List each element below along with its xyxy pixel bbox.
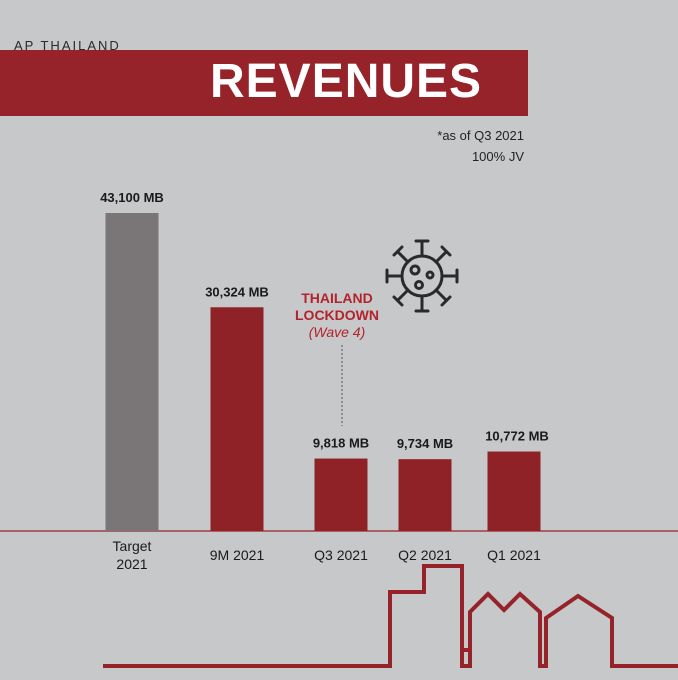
value-label-2: 9,818 MB	[313, 436, 369, 451]
lockdown-line-2: LOCKDOWN	[295, 307, 379, 323]
category-label-3-0: Q2 2021	[398, 547, 452, 563]
category-label-4-0: Q1 2021	[487, 547, 541, 563]
value-label-4: 10,772 MB	[485, 429, 549, 444]
page-title: REVENUES	[210, 55, 483, 108]
bar-4	[487, 451, 541, 531]
bar-2	[314, 458, 368, 531]
note-jv: 100% JV	[471, 149, 524, 164]
bar-3	[398, 459, 452, 531]
value-label-1: 30,324 MB	[205, 284, 269, 299]
lockdown-line-3: (Wave 4)	[308, 324, 366, 340]
bar-1	[210, 307, 264, 531]
category-label-0-0: Target	[113, 538, 152, 554]
lockdown-annotation: THAILAND LOCKDOWN (Wave 4)	[272, 290, 402, 341]
value-label-3: 9,734 MB	[397, 436, 453, 451]
virus-icon	[385, 239, 459, 313]
note-as-of: *as of Q3 2021	[437, 128, 524, 143]
bar-0	[105, 213, 159, 531]
category-label-2-0: Q3 2021	[314, 547, 368, 563]
value-label-0: 43,100 MB	[100, 190, 164, 205]
lockdown-line-1: THAILAND	[301, 290, 373, 306]
category-label-1-0: 9M 2021	[210, 547, 265, 563]
brand-name: AP THAILAND	[14, 38, 121, 53]
title-banner	[0, 50, 528, 116]
category-label-0-1: 2021	[116, 556, 147, 572]
